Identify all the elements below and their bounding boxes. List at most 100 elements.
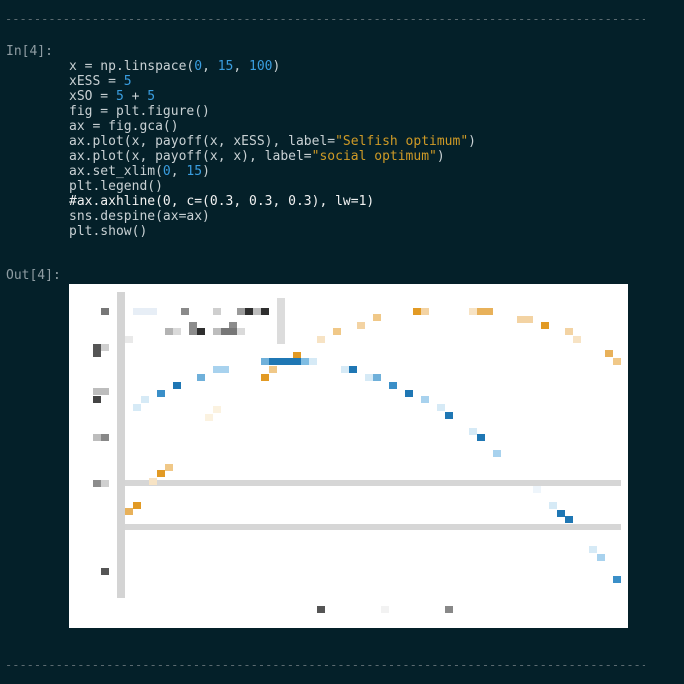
blue-series-pixel bbox=[445, 412, 453, 419]
axis-label-pixel bbox=[125, 336, 133, 343]
bottom-separator: ----------------------------------------… bbox=[5, 659, 645, 671]
input-prompt: In[4]: bbox=[6, 44, 53, 59]
code-line: sns.despine(ax=ax) bbox=[69, 209, 476, 224]
orange-series-pixel bbox=[317, 336, 325, 343]
code-token: , bbox=[233, 59, 250, 74]
code-token: 5 bbox=[123, 74, 132, 89]
orange-series-pixel bbox=[373, 314, 381, 321]
blue-series-pixel bbox=[133, 404, 141, 411]
code-token: , bbox=[202, 59, 218, 74]
blue-series-pixel bbox=[549, 502, 557, 509]
code-token: ax.plot(x, payoff(x, xESS), label= bbox=[69, 134, 336, 149]
axis-label-pixel bbox=[93, 388, 101, 395]
code-line: plt.show() bbox=[69, 224, 476, 239]
y-axis-bar bbox=[117, 292, 125, 598]
code-token: ) bbox=[468, 134, 476, 149]
axis-label-pixel bbox=[93, 434, 101, 441]
code-token: ) bbox=[436, 149, 445, 164]
axis-label-pixel bbox=[93, 350, 101, 357]
blue-series-pixel bbox=[157, 390, 165, 397]
axis-label-pixel bbox=[101, 388, 109, 395]
code-line: ax.set_xlim(0, 15) bbox=[69, 164, 476, 179]
blue-series-pixel bbox=[469, 428, 477, 435]
orange-series-pixel bbox=[125, 508, 133, 515]
code-token: ) bbox=[202, 164, 210, 179]
orange-series-pixel bbox=[213, 406, 221, 413]
blue-series-pixel bbox=[213, 366, 221, 373]
blue-series-pixel bbox=[421, 396, 429, 403]
blue-series-pixel bbox=[389, 382, 397, 389]
code-token: 5 bbox=[147, 89, 156, 104]
output-prompt: Out[4]: bbox=[6, 268, 61, 283]
blue-series-pixel bbox=[589, 546, 597, 553]
orange-series-pixel bbox=[485, 308, 493, 315]
orange-series-pixel bbox=[165, 464, 173, 471]
code-line: xSO = 5 + 5 bbox=[69, 89, 476, 104]
horizontal-bar bbox=[125, 524, 621, 530]
orange-series-pixel bbox=[333, 328, 341, 335]
orange-series-pixel bbox=[469, 308, 477, 315]
orange-series-pixel bbox=[261, 374, 269, 381]
code-token: 0 bbox=[194, 59, 203, 74]
blue-series-pixel bbox=[365, 374, 373, 381]
code-token: 0 bbox=[162, 164, 171, 179]
axis-label-pixel bbox=[101, 308, 109, 315]
orange-series-pixel bbox=[525, 316, 533, 323]
orange-series-pixel bbox=[573, 336, 581, 343]
code-line: plt.legend() bbox=[69, 179, 476, 194]
code-line: xESS = 5 bbox=[69, 74, 476, 89]
code-token: x = np.linspace( bbox=[69, 59, 195, 74]
orange-series-pixel bbox=[517, 316, 525, 323]
blue-series-pixel bbox=[405, 390, 413, 397]
blue-series-pixel bbox=[597, 554, 605, 561]
code-editor[interactable]: x = np.linspace(0, 15, 100) xESS = 5 xSO =… bbox=[69, 59, 476, 239]
axis-label-pixel bbox=[445, 606, 453, 613]
code-token: "Selfish optimum" bbox=[335, 134, 469, 149]
axis-label-pixel bbox=[173, 328, 181, 335]
axis-label-pixel bbox=[253, 308, 261, 315]
blue-series-pixel bbox=[301, 358, 309, 365]
axis-label-pixel bbox=[149, 308, 157, 315]
orange-series-pixel bbox=[541, 322, 549, 329]
code-token: "social optimum" bbox=[311, 149, 437, 164]
axis-label-pixel bbox=[93, 344, 101, 351]
code-token: fig = plt.figure() bbox=[69, 104, 210, 119]
blue-series-pixel bbox=[277, 358, 285, 365]
axis-label-pixel bbox=[381, 606, 389, 613]
axis-label-pixel bbox=[189, 322, 197, 329]
vertical-bar bbox=[277, 298, 285, 344]
blue-series-pixel bbox=[349, 366, 357, 373]
blue-series-pixel bbox=[173, 382, 181, 389]
code-token: , bbox=[170, 164, 187, 179]
blue-series-pixel bbox=[533, 486, 541, 493]
axis-label-pixel bbox=[213, 308, 221, 315]
code-token: #ax.axhline(0, c=(0.3, 0.3, 0.3), lw=1) bbox=[69, 194, 375, 209]
axis-label-pixel bbox=[93, 396, 101, 403]
axis-label-pixel bbox=[237, 328, 245, 335]
orange-series-pixel bbox=[357, 322, 365, 329]
blue-series-pixel bbox=[309, 358, 317, 365]
axis-label-pixel bbox=[237, 308, 245, 315]
axis-label-pixel bbox=[101, 344, 109, 351]
horizontal-bar bbox=[125, 480, 621, 486]
axis-label-pixel bbox=[101, 568, 109, 575]
code-token: ax.set_xlim( bbox=[69, 164, 163, 179]
code-token: xSO = bbox=[69, 89, 116, 104]
blue-series-pixel bbox=[493, 450, 501, 457]
blue-series-pixel bbox=[613, 576, 621, 583]
code-token: ) bbox=[272, 59, 281, 74]
axis-label-pixel bbox=[101, 434, 109, 441]
code-token: ax.plot(x, payoff(x, x), label= bbox=[69, 149, 312, 164]
axis-label-pixel bbox=[181, 308, 189, 315]
orange-series-pixel bbox=[477, 308, 485, 315]
axis-label-pixel bbox=[213, 328, 221, 335]
blue-series-pixel bbox=[261, 358, 269, 365]
orange-series-pixel bbox=[293, 352, 301, 359]
blue-series-pixel bbox=[269, 358, 277, 365]
code-token: 100 bbox=[249, 59, 273, 74]
axis-label-pixel bbox=[221, 328, 229, 335]
orange-series-pixel bbox=[413, 308, 421, 315]
axis-label-pixel bbox=[229, 322, 237, 329]
orange-series-pixel bbox=[157, 470, 165, 477]
axis-label-pixel bbox=[93, 480, 101, 487]
